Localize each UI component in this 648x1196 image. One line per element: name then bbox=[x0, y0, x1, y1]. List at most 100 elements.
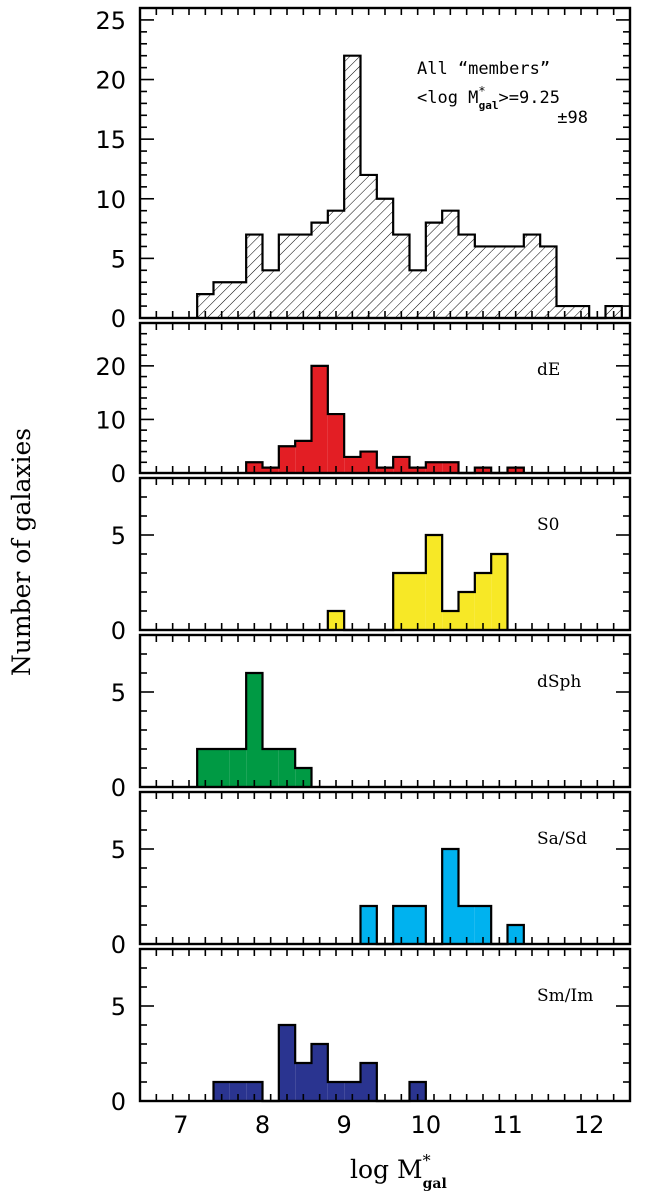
histogram-bar bbox=[409, 270, 426, 318]
y-tick-label: 10 bbox=[95, 186, 126, 214]
histogram-bar bbox=[213, 282, 230, 318]
histogram-bar bbox=[360, 451, 377, 473]
histogram-outline bbox=[196, 671, 313, 787]
histogram-bar bbox=[295, 234, 312, 318]
y-tick-label: 5 bbox=[111, 245, 126, 273]
annotation-line-2-sup: * bbox=[478, 84, 485, 98]
histogram-bar bbox=[360, 174, 377, 318]
histogram-outline bbox=[196, 54, 623, 320]
x-tick-label: 7 bbox=[173, 1111, 188, 1139]
y-tick-label: 5 bbox=[111, 836, 126, 864]
annotation-line-2-post: >=9.25 bbox=[499, 88, 560, 108]
histogram-bar bbox=[213, 749, 230, 787]
y-tick-label: 5 bbox=[111, 993, 126, 1021]
histogram-bar bbox=[507, 925, 524, 944]
histogram-outline bbox=[359, 847, 525, 946]
y-axis-label: Number of galaxies bbox=[7, 428, 36, 676]
histogram-bar bbox=[229, 282, 247, 318]
histogram-panels: 0 5 10 15 20 25 All “members” <log M* gal>=9.25±… bbox=[95, 6, 632, 1139]
histogram-bar bbox=[311, 365, 328, 473]
x-tick-label: 10 bbox=[411, 1111, 442, 1139]
y-tick-label: 10 bbox=[95, 406, 126, 434]
x-tick-label: 9 bbox=[337, 1111, 352, 1139]
annotation-line-3: ±98 bbox=[557, 108, 588, 128]
histogram-bar bbox=[344, 456, 361, 473]
y-tick-label: 0 bbox=[111, 774, 126, 802]
panel-frame bbox=[138, 947, 632, 1103]
histogram-bar bbox=[523, 234, 541, 318]
histogram-bar bbox=[442, 849, 459, 944]
annotation-line-2: <log M* gal>=9.25 bbox=[417, 84, 560, 112]
x-axis-label: log M* gal bbox=[350, 1151, 447, 1192]
histogram-bar bbox=[360, 906, 377, 944]
histogram-bar bbox=[246, 234, 263, 318]
y-tick-label: 20 bbox=[95, 353, 126, 381]
panel-label: dSph bbox=[537, 672, 581, 692]
y-tick-label: 20 bbox=[95, 67, 126, 95]
histogram-bar bbox=[278, 446, 296, 473]
histogram-bar bbox=[295, 768, 312, 787]
histogram-bar bbox=[327, 611, 345, 630]
histogram-bar bbox=[442, 611, 459, 630]
histogram-bar bbox=[540, 246, 557, 318]
panel-s0: 0 5 S0 bbox=[111, 476, 632, 645]
panel-label: Sm/Im bbox=[537, 986, 593, 1006]
histogram-bar bbox=[295, 1063, 312, 1101]
histogram-bar bbox=[376, 198, 394, 318]
panel-frame bbox=[138, 790, 632, 946]
histogram-bar bbox=[425, 535, 443, 630]
panel-dsph: 0 5 dSph bbox=[111, 633, 632, 802]
y-tick-label: 0 bbox=[111, 1088, 126, 1116]
histogram-bar bbox=[393, 906, 410, 944]
histogram-bar bbox=[295, 440, 312, 473]
histogram-bar bbox=[213, 1082, 230, 1101]
histogram-bar bbox=[262, 749, 279, 787]
y-tick-label: 5 bbox=[111, 522, 126, 550]
x-tick-label: 11 bbox=[492, 1111, 523, 1139]
histogram-bar bbox=[327, 210, 345, 318]
y-tick-label: 15 bbox=[95, 126, 126, 154]
panel-frame bbox=[138, 476, 632, 632]
histogram-bar bbox=[229, 749, 247, 787]
histogram-bar bbox=[246, 673, 263, 787]
histogram-bar bbox=[393, 234, 410, 318]
histogram-bar bbox=[197, 749, 214, 787]
histogram-bar bbox=[442, 210, 459, 318]
histogram-bar bbox=[458, 234, 475, 318]
histogram-bar bbox=[409, 573, 426, 630]
histogram-bar bbox=[278, 234, 296, 318]
annotation-line-1: All “members” bbox=[417, 59, 550, 79]
y-tick-label: 0 bbox=[111, 305, 126, 333]
histogram-outline bbox=[245, 364, 525, 475]
histogram-bar bbox=[278, 749, 296, 787]
histogram-bar bbox=[197, 294, 214, 318]
histogram-bar bbox=[360, 1063, 377, 1101]
histogram-bar bbox=[458, 592, 475, 630]
histogram-bar bbox=[246, 1082, 263, 1101]
x-axis-label-main: log M bbox=[350, 1155, 423, 1184]
x-axis-label-sup: * bbox=[423, 1151, 431, 1170]
histogram-bar bbox=[409, 906, 426, 944]
histogram-bar bbox=[311, 222, 328, 318]
panel-de: 0 10 20 dE bbox=[95, 321, 632, 488]
histogram-bar bbox=[262, 270, 279, 318]
histogram-bar bbox=[393, 573, 410, 630]
panel-all-members: 0 5 10 15 20 25 All “members” <log M* gal>=9.25±… bbox=[95, 6, 632, 333]
histogram-bar bbox=[425, 222, 443, 318]
panel-label: S0 bbox=[537, 515, 559, 535]
histogram-bar bbox=[491, 554, 508, 630]
y-tick-label: 0 bbox=[111, 931, 126, 959]
x-tick-label: 8 bbox=[255, 1111, 270, 1139]
x-tick-label: 12 bbox=[574, 1111, 605, 1139]
histogram-bar bbox=[344, 1082, 361, 1101]
histogram-bar bbox=[229, 1082, 247, 1101]
histogram-bar bbox=[311, 1044, 328, 1101]
histogram-bar bbox=[409, 1082, 426, 1101]
x-axis-label-sub: gal bbox=[423, 1176, 447, 1192]
y-tick-label: 5 bbox=[111, 679, 126, 707]
panel-sm-im: 0 5 Sm/Im 7 8 9 10 11 12 bbox=[111, 947, 632, 1139]
histogram-bar bbox=[393, 456, 410, 473]
annotation-line-2-sub: gal bbox=[479, 99, 499, 112]
histogram-bar bbox=[474, 246, 492, 318]
